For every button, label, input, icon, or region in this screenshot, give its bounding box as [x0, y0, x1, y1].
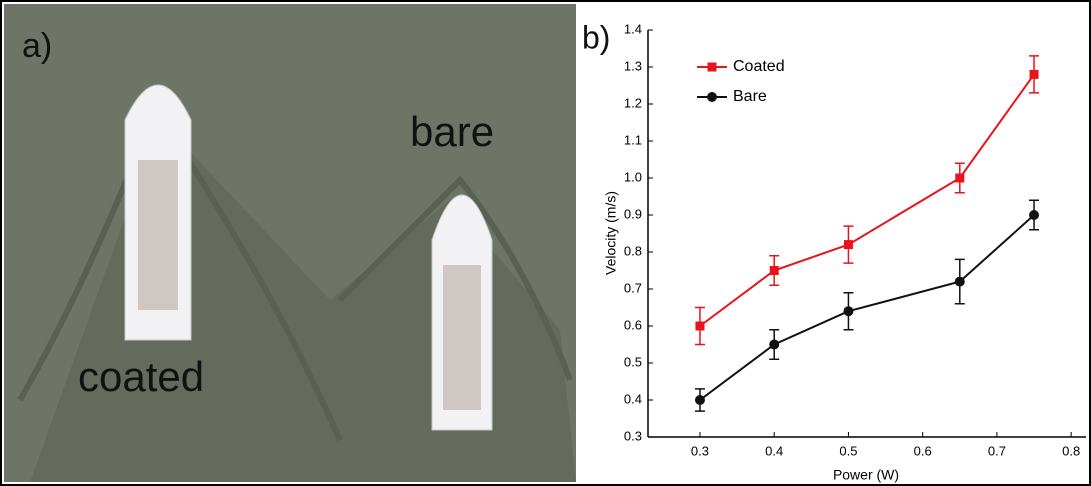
panel-label: b)	[582, 19, 610, 55]
x-tick-label: 0.6	[914, 443, 932, 458]
marker	[694, 395, 705, 405]
x-tick-label: 0.7	[988, 443, 1006, 458]
legend-label: Bare	[733, 88, 767, 105]
x-tick-label: 0.4	[765, 443, 783, 458]
y-tick-label: 1.1	[624, 132, 642, 147]
y-tick-label: 0.3	[624, 428, 642, 443]
y-tick-label: 0.5	[624, 354, 642, 369]
marker	[1029, 69, 1039, 79]
panel-label: a)	[22, 27, 52, 65]
x-axis-label: Power (W)	[833, 467, 899, 483]
x-tick-label: 0.3	[691, 443, 709, 458]
boat-deck	[138, 160, 178, 310]
wake-line	[337, 175, 573, 382]
x-tick-label: 0.5	[839, 443, 857, 458]
marker	[954, 276, 965, 287]
legend-marker	[707, 92, 717, 102]
legend-label: Coated	[733, 58, 785, 75]
marker	[1029, 210, 1040, 220]
photo: a) coated bare	[4, 4, 576, 482]
marker	[955, 173, 965, 183]
y-tick-label: 0.4	[624, 391, 642, 406]
y-tick-label: 0.7	[624, 280, 642, 295]
marker	[843, 240, 853, 250]
y-tick-label: 1.2	[624, 95, 642, 110]
marker	[843, 306, 854, 317]
y-tick-label: 0.6	[624, 317, 642, 332]
marker	[769, 266, 779, 275]
legend-marker	[707, 62, 717, 72]
marker	[769, 339, 780, 350]
photo-annotation: bare	[410, 108, 494, 155]
y-tick-label: 0.8	[624, 243, 642, 258]
marker	[695, 321, 705, 331]
y-tick-label: 1.4	[624, 21, 642, 36]
y-axis-label: Velocity (m/s)	[603, 191, 619, 275]
y-tick-label: 1.0	[624, 169, 642, 184]
y-tick-label: 1.3	[624, 58, 642, 73]
photo-annotation: coated	[78, 353, 204, 400]
boat-deck	[443, 265, 481, 410]
x-tick-label: 0.8	[1062, 443, 1080, 458]
y-tick-label: 0.9	[624, 206, 642, 221]
